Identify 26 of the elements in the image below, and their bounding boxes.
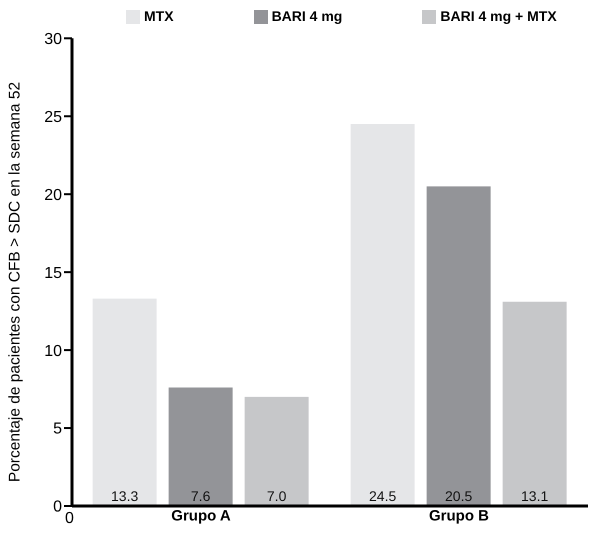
data-label: 20.5 xyxy=(445,488,472,504)
legend-label: BARI 4 mg xyxy=(272,8,342,24)
y-tick-label: 25 xyxy=(44,108,62,126)
data-label: 7.6 xyxy=(190,488,211,504)
bar xyxy=(426,186,491,506)
bar xyxy=(92,298,157,506)
y-tick-label: 30 xyxy=(44,30,62,48)
x-tick-label: Grupo B xyxy=(429,508,490,525)
data-label: 13.3 xyxy=(111,488,138,504)
legend-label: MTX xyxy=(144,8,174,24)
y-axis-title: Porcentaje de pacientes con CFB > SDC en la semana 52 xyxy=(6,82,24,482)
bar xyxy=(244,396,309,506)
legend-label: BARI 4 mg + MTX xyxy=(440,8,557,24)
bar xyxy=(350,124,415,506)
text: 0 xyxy=(65,510,74,528)
bar xyxy=(502,302,567,506)
data-label: 7.0 xyxy=(266,488,287,504)
x-tick-label: Grupo A xyxy=(171,508,231,525)
y-tick-label: 10 xyxy=(44,342,62,360)
y-tick-label: 0 xyxy=(53,498,62,516)
data-label: 13.1 xyxy=(521,488,548,504)
bar xyxy=(168,388,233,506)
data-label: 24.5 xyxy=(369,488,396,504)
y-tick-label: 15 xyxy=(44,264,62,282)
y-tick-label: 5 xyxy=(53,420,62,438)
y-tick-label: 20 xyxy=(44,186,62,204)
